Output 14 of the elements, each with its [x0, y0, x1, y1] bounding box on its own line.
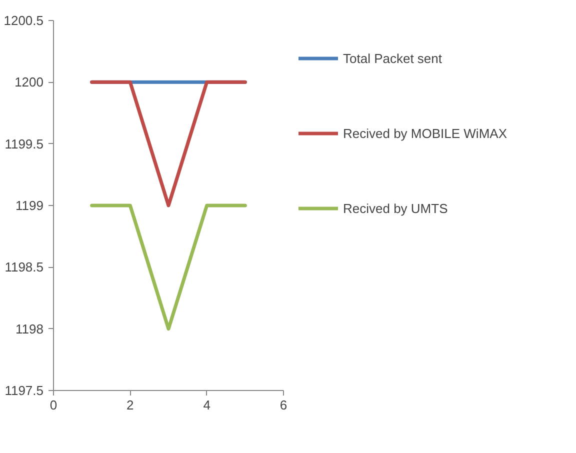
y-tick-label: 1199 [16, 198, 44, 213]
y-tick-label: 1197.5 [4, 383, 44, 398]
y-tick-label: 1200 [14, 74, 44, 90]
legend-label: Recived by MOBILE WiMAX [343, 126, 507, 140]
legend-label: Recived by UMTS [343, 200, 448, 216]
x-tick-label: 6 [280, 398, 288, 412]
y-tick-label: 1200.5 [4, 13, 44, 28]
y-tick-label: 1198 [16, 321, 44, 336]
y-tick-label: 1198.5 [4, 260, 44, 275]
x-tick-label: 2 [126, 398, 134, 412]
x-tick-label: 0 [50, 398, 58, 412]
y-tick-label: 1199.5 [4, 136, 44, 152]
x-tick-label: 4 [203, 398, 210, 412]
legend-label: Total Packet sent [343, 50, 442, 66]
